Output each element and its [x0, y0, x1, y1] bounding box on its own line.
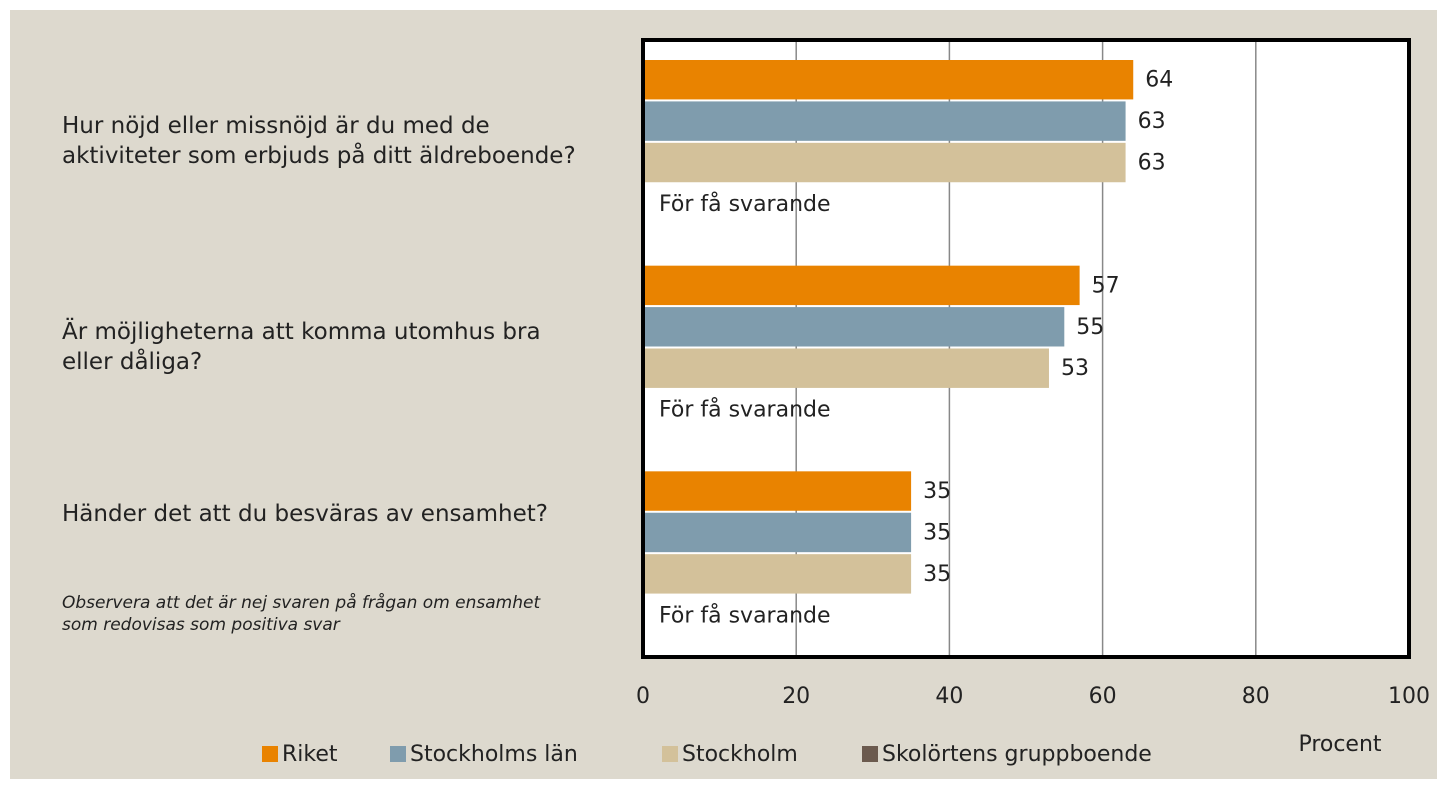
bar [643, 512, 912, 553]
bar [643, 101, 1126, 141]
bar [643, 554, 912, 594]
annotation: Observera att det är nej svaren på fråga… [62, 593, 541, 635]
bar [643, 471, 912, 511]
category-label: Hur nöjd eller missnöjd är du med de akt… [62, 112, 576, 169]
category-label: Är möjligheterna att komma utomhus bra e… [62, 318, 541, 375]
value-label: 35 [923, 520, 951, 545]
bar [643, 60, 1134, 100]
value-label: 63 [1138, 151, 1166, 176]
chart-area: 0 20 40 60 80 100 64 63 63 För få svarande 57 55 53 F… [10, 10, 1437, 779]
x-tick-label: 20 [782, 684, 810, 709]
value-label: 35 [923, 479, 951, 504]
value-label: För få svarande [659, 602, 831, 628]
bar [643, 307, 1065, 347]
x-axis-label: Procent [1298, 732, 1381, 757]
bar [643, 265, 1080, 306]
value-label: 57 [1092, 273, 1120, 298]
legend-swatch [390, 746, 406, 762]
bar [643, 142, 1126, 183]
legend-swatch [662, 746, 678, 762]
value-label: För få svarande [659, 191, 831, 217]
chart: 0 20 40 60 80 100 64 63 63 För få svarande 57 55 53 F… [262, 38, 1430, 767]
legend-label: Skolörtens gruppboende [882, 742, 1152, 767]
legend-label: Riket [282, 742, 338, 767]
plot-border [641, 38, 1411, 659]
bar [643, 348, 1049, 388]
legend-swatch [862, 746, 878, 762]
x-tick-label: 40 [935, 684, 963, 709]
legend-label: Stockholm [682, 742, 798, 767]
x-tick-label: 80 [1242, 684, 1270, 709]
value-label: 64 [1145, 68, 1173, 93]
x-tick-label: 100 [1388, 684, 1430, 709]
x-tick-label: 0 [636, 684, 650, 709]
value-label: 53 [1061, 356, 1089, 381]
x-tick-label: 60 [1089, 684, 1117, 709]
value-label: 55 [1076, 315, 1104, 340]
legend-label: Stockholms län [410, 742, 578, 767]
value-label: För få svarande [659, 397, 831, 423]
value-label: 63 [1138, 109, 1166, 134]
legend-swatch [262, 746, 278, 762]
category-label: Händer det att du besväras av ensamhet? [62, 501, 548, 528]
value-label: 35 [923, 562, 951, 587]
